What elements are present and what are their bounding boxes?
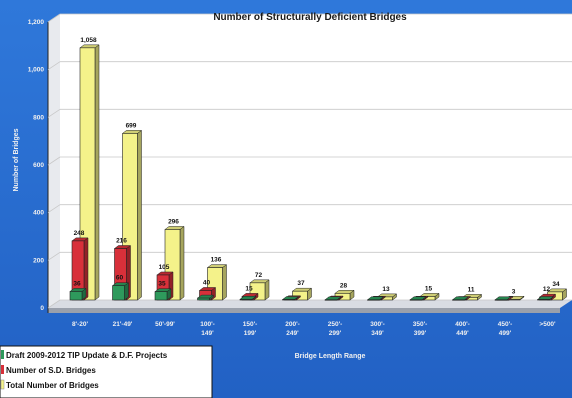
data-label: 3: [512, 288, 516, 295]
data-label: 37: [297, 280, 305, 287]
data-label: 11: [468, 286, 475, 293]
x-tick-label: 349': [371, 330, 384, 337]
data-label: 699: [126, 122, 137, 129]
legend-swatch-tip: [1, 350, 4, 359]
legend: Draft 2009-2012 TIP Update & D.F. Projec…: [0, 345, 213, 398]
data-label: 15: [425, 285, 433, 292]
x-tick-label: 449': [456, 330, 469, 337]
bars: [69, 44, 568, 301]
legend-label-sd: Number of S.D. Bridges: [6, 366, 96, 375]
bar: [154, 291, 168, 301]
legend-label-total: Total Number of Bridges: [6, 381, 99, 390]
data-label: 60: [116, 275, 124, 282]
x-tick-label: 249': [286, 330, 299, 337]
data-label: 72: [255, 272, 263, 279]
plot-floor: [48, 300, 572, 308]
bar: [324, 299, 338, 301]
x-tick-label: 250'-: [328, 321, 343, 328]
bar: [452, 299, 465, 301]
y-tick-label: 1,000: [28, 67, 45, 74]
data-label: 105: [159, 264, 170, 271]
data-label: 34: [552, 281, 560, 288]
x-tick-label: 8'-20': [72, 321, 89, 328]
x-tick-label: >500': [539, 321, 556, 328]
x-tick-label: 100'-: [200, 321, 215, 328]
bar: [494, 299, 508, 301]
gridline-side: [47, 252, 61, 261]
x-tick-labels: 8'-20' 21'-49' 50'-99' 100'- 149' 150'- 199' 20…: [72, 321, 556, 337]
x-tick-label: 450'-: [498, 321, 513, 328]
legend-swatch-total: [0, 379, 5, 390]
gridlines: [47, 13, 572, 309]
data-label: 1,058: [80, 37, 97, 44]
legend-box: [0, 345, 213, 398]
bar-side: [137, 129, 142, 301]
x-tick-label: 50'-99': [155, 321, 175, 328]
x-tick-label: 150'-: [243, 321, 258, 328]
x-tick-label: 200'-: [285, 321, 300, 328]
bar: [367, 299, 380, 301]
bar: [409, 299, 423, 301]
gridline-side: [47, 204, 61, 213]
gridline-side: [47, 156, 61, 166]
x-tick-label: 149': [201, 330, 214, 337]
gridline-side: [47, 13, 61, 23]
gridline-side: [47, 61, 61, 70]
x-tick-label: 399': [414, 330, 427, 337]
y-tick-label: 1,200: [28, 19, 45, 26]
data-label: 35: [158, 281, 166, 288]
data-label: 216: [116, 238, 127, 245]
x-tick-label: 300'-: [370, 321, 385, 328]
bar: [239, 298, 253, 301]
y-tick-label: 600: [33, 162, 44, 169]
data-label: 13: [382, 286, 390, 293]
x-axis-title: Bridge Length Range: [295, 353, 366, 360]
data-label: 296: [168, 218, 179, 225]
bar: [79, 47, 96, 301]
data-label: 15: [245, 285, 253, 292]
legend-swatch-sd: [1, 365, 4, 374]
y-tick-label: 0: [40, 305, 44, 312]
gridline-side: [47, 109, 61, 118]
y-tick-label: 200: [33, 257, 44, 264]
gridline-side: [47, 299, 61, 309]
x-tick-label: 299': [329, 330, 342, 337]
bar-side: [94, 44, 100, 301]
data-label: 136: [211, 257, 222, 264]
x-tick-label: 199': [244, 330, 257, 337]
data-label: 248: [74, 230, 85, 237]
x-tick-label: 350'-: [413, 321, 428, 328]
bar-side: [264, 279, 270, 301]
bar: [69, 291, 83, 301]
y-tick-labels: 0 200 400 600 800 1,000 1,200: [28, 19, 45, 312]
x-tick-label: 400'-: [455, 321, 470, 328]
data-label: 36: [73, 280, 81, 287]
x-tick-label: 499': [499, 330, 512, 337]
bar: [197, 297, 210, 301]
bar-side: [222, 264, 227, 301]
bar-side: [179, 225, 185, 301]
y-tick-label: 400: [33, 210, 44, 217]
x-tick-label: 21'-49': [113, 321, 133, 328]
legend-label-tip: Draft 2009-2012 TIP Update & D.F. Projec…: [6, 351, 168, 360]
y-axis-title: Number of Bridges: [13, 128, 20, 191]
chart-title: Number of Structurally Deficient Bridges: [213, 12, 407, 23]
plot-floor-edge: [48, 308, 560, 313]
y-tick-label: 800: [33, 114, 44, 121]
data-label: 28: [340, 282, 348, 289]
data-label: 40: [203, 279, 211, 286]
bar: [112, 285, 125, 301]
bar: [282, 299, 295, 301]
bar: [537, 299, 550, 301]
data-label: 12: [543, 286, 551, 293]
